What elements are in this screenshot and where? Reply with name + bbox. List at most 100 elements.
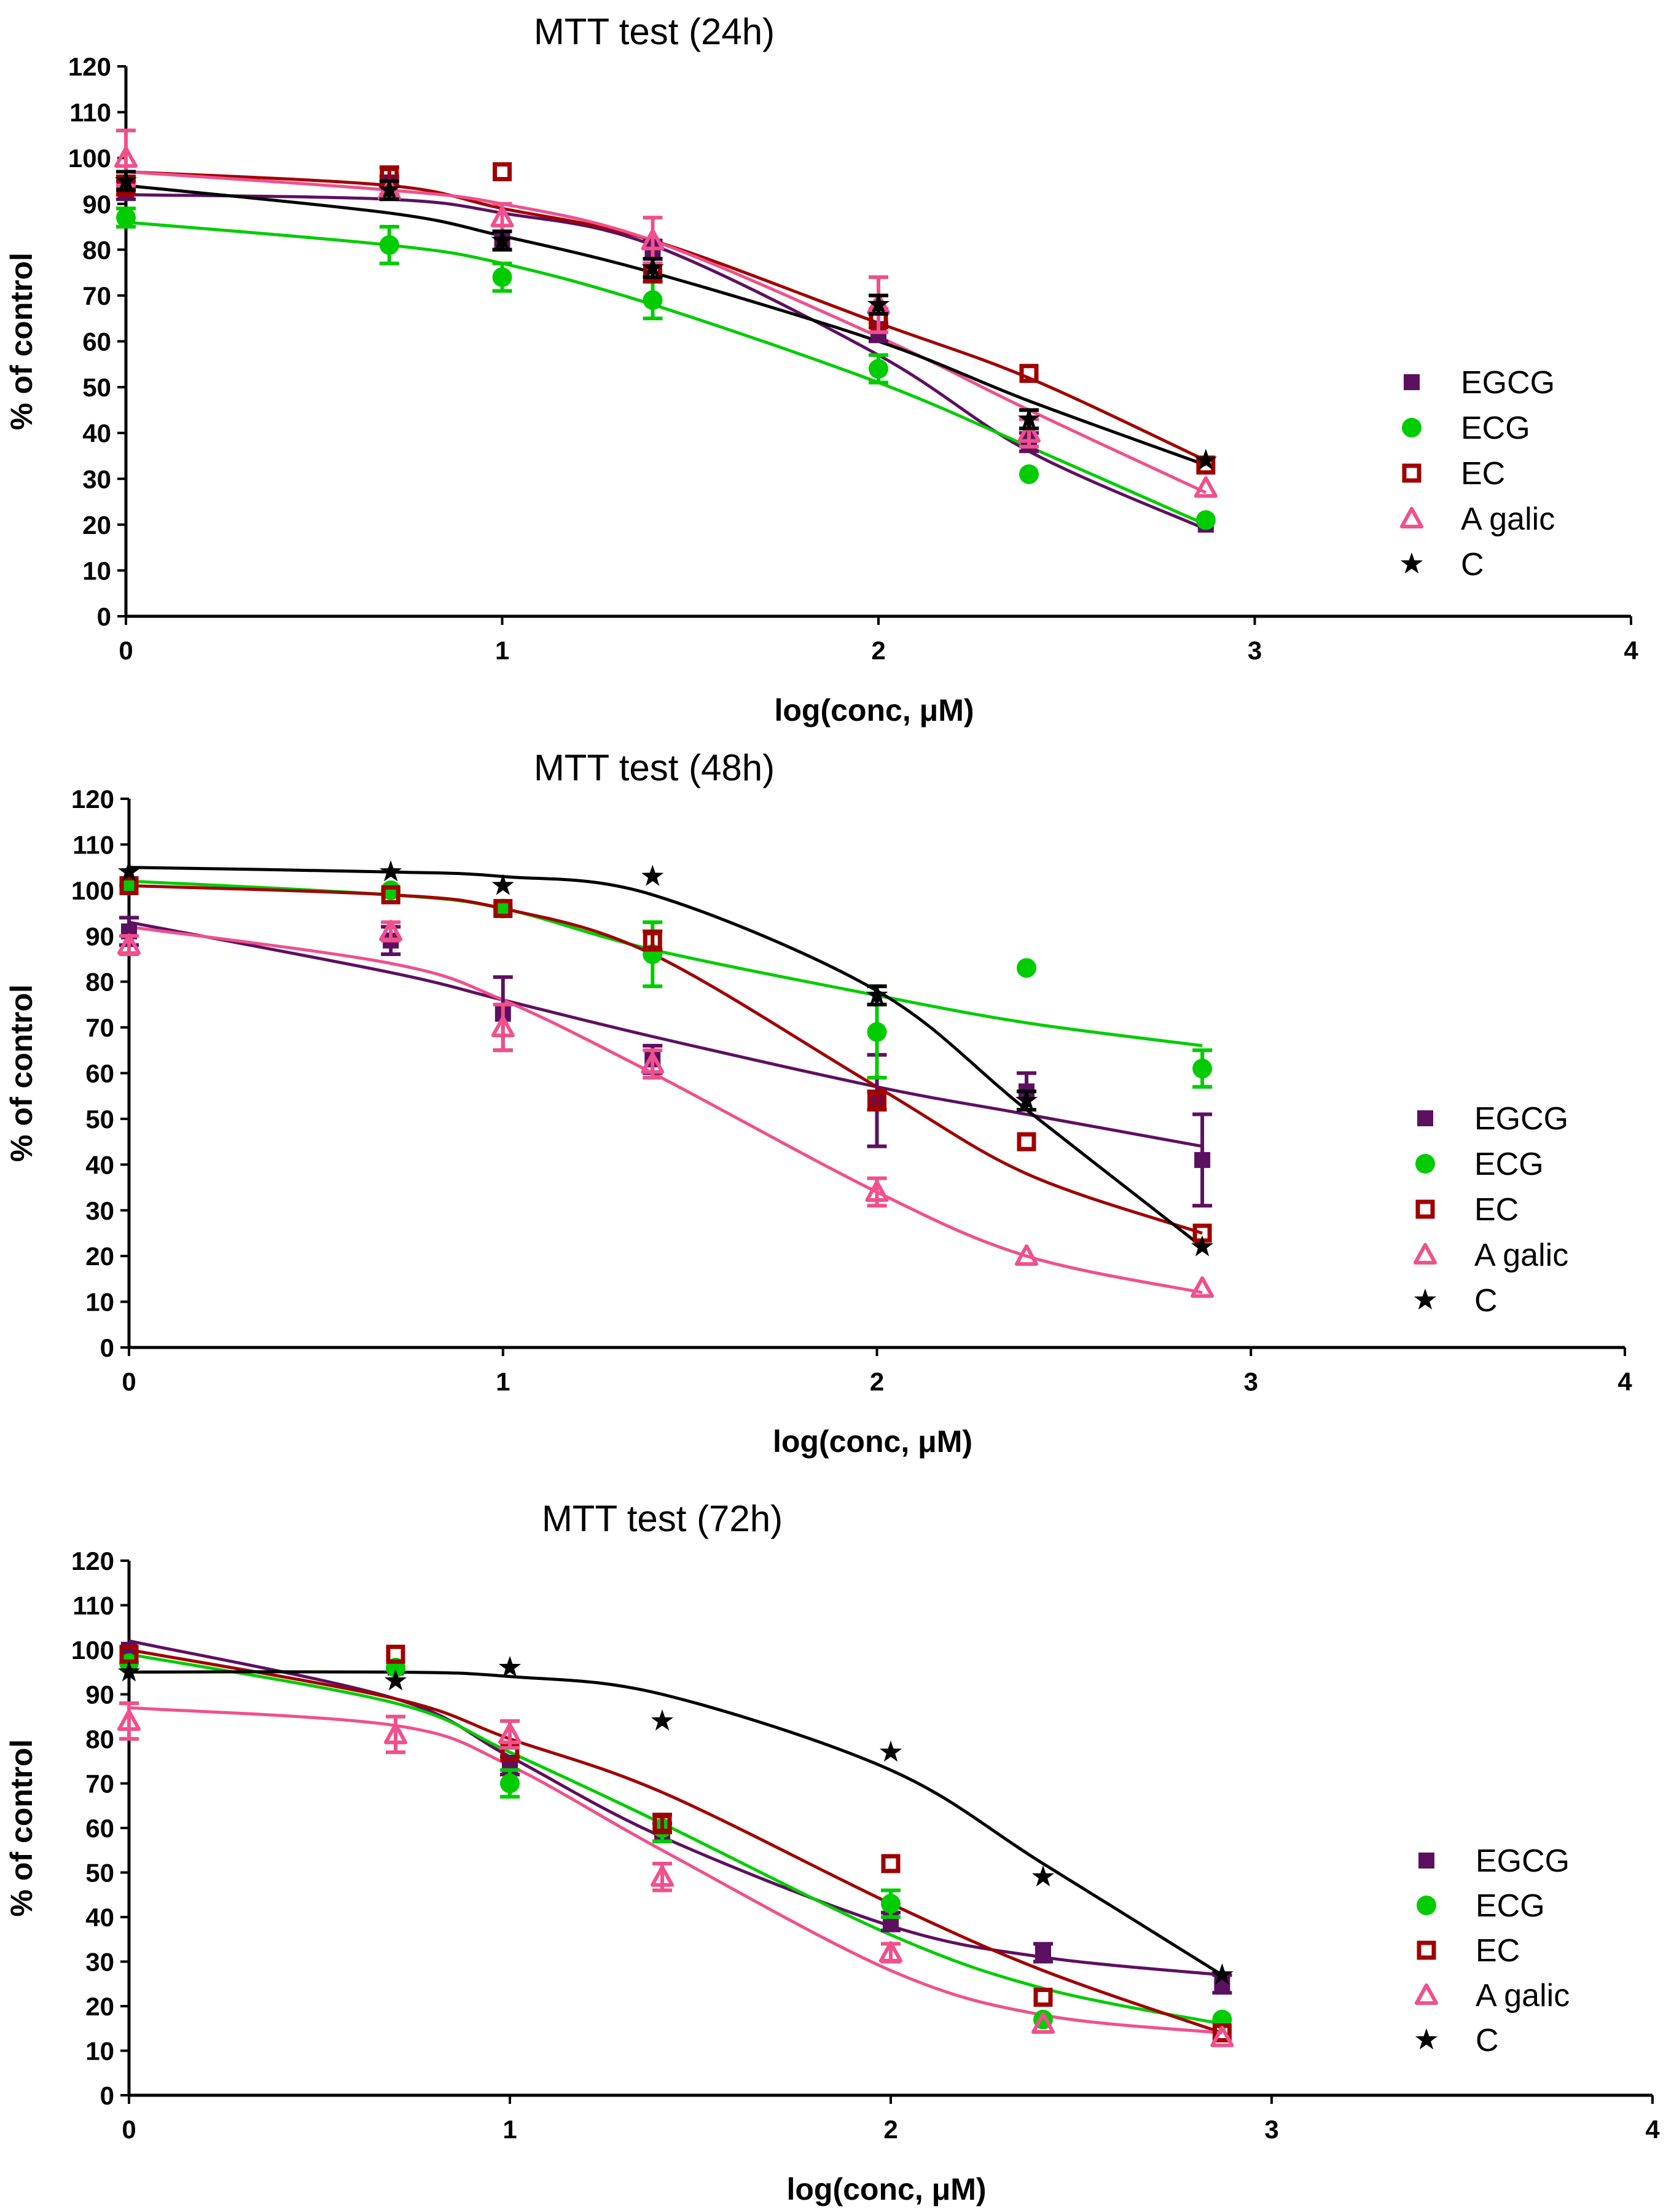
data-point-a-galic	[879, 1941, 902, 1963]
y-tick-label: 110	[69, 98, 111, 127]
chart-panel-3: MTT test (72h)01020304050607080901001101…	[4, 1498, 1660, 2206]
y-tick-label: 60	[85, 1059, 114, 1088]
y-tick-label: 30	[82, 465, 111, 493]
data-point-ec	[381, 885, 401, 904]
data-point-a-galic	[491, 1016, 515, 1038]
data-point-a-galic	[1031, 2012, 1055, 2034]
fit-curve-a-galic	[128, 1706, 1222, 2034]
data-point-c	[867, 292, 890, 315]
data-point-c	[866, 984, 888, 1005]
y-tick-label: 110	[72, 830, 114, 859]
y-tick-label: 120	[68, 52, 111, 81]
data-point-ecg	[1192, 1059, 1213, 1079]
x-tick-label: 4	[1645, 2115, 1660, 2144]
y-tick-label: 20	[85, 1242, 114, 1271]
data-point-ec	[493, 162, 512, 182]
data-point-ec	[386, 1644, 405, 1664]
y-tick-label: 40	[85, 1150, 114, 1179]
y-axis-label: % of control	[4, 253, 39, 430]
data-point-c	[384, 1669, 407, 1691]
data-point-c	[491, 229, 514, 250]
data-point-ec	[1017, 1132, 1036, 1151]
data-point-a-galic	[490, 206, 514, 228]
fit-curve-c	[125, 184, 1207, 467]
data-point-egcg	[1194, 1151, 1211, 1168]
legend-label-ec: EC	[1461, 456, 1505, 492]
data-point-c	[498, 1656, 522, 1677]
fit-curve-ecg	[128, 1652, 1222, 2026]
data-point-ec	[1212, 2023, 1232, 2042]
data-point-c	[491, 874, 514, 895]
legend-label-a-galic: A galic	[1461, 501, 1555, 537]
x-axis-label: log(conc, μM)	[787, 2172, 987, 2206]
y-tick-label: 50	[82, 373, 111, 402]
fit-curve-egcg	[128, 1639, 1222, 1977]
data-point-a-galic	[117, 933, 141, 955]
data-point-a-galic	[641, 1052, 665, 1074]
data-point-a-galic	[1015, 1244, 1038, 1266]
y-tick-label: 10	[85, 1288, 114, 1317]
y-tick-label: 120	[71, 1547, 114, 1575]
data-point-ecg	[643, 290, 663, 310]
fit-curve-a-galic	[128, 925, 1203, 1295]
x-tick-label: 0	[119, 636, 133, 665]
chart-title: MTT test (48h)	[534, 747, 775, 788]
y-tick-label: 30	[85, 1948, 114, 1977]
y-tick-label: 0	[97, 602, 111, 631]
y-tick-label: 110	[72, 1591, 114, 1620]
fit-curve-ecg	[128, 879, 1203, 1048]
legend-label-egcg: EGCG	[1476, 1843, 1570, 1879]
y-tick-label: 80	[82, 235, 111, 264]
legend-label-c: C	[1461, 547, 1484, 582]
legend-label-a-galic: A galic	[1474, 1237, 1568, 1273]
legend-label-ec: EC	[1474, 1192, 1519, 1228]
data-point-ecg	[1019, 464, 1039, 484]
data-point-a-galic	[865, 1180, 889, 1202]
fit-curve-ecg	[125, 221, 1207, 527]
data-point-a-galic	[641, 229, 665, 251]
y-tick-label: 60	[85, 1814, 114, 1843]
data-point-c	[114, 169, 138, 190]
data-point-ec	[652, 1814, 672, 1834]
x-tick-label: 3	[1244, 1367, 1258, 1396]
legend-label-ecg: ECG	[1474, 1147, 1544, 1182]
y-tick-label: 50	[85, 1105, 114, 1134]
data-point-c	[1194, 449, 1217, 470]
y-tick-label: 90	[85, 1681, 114, 1709]
y-tick-label: 50	[85, 1859, 114, 1888]
data-point-c	[117, 1660, 141, 1682]
chart-panel-2: MTT test (48h)01020304050607080901001101…	[4, 747, 1632, 1459]
data-point-a-galic	[1017, 421, 1041, 443]
legend-marker-ecg	[1402, 418, 1422, 437]
legend-label-ecg: ECG	[1476, 1888, 1545, 1924]
y-tick-label: 100	[71, 876, 114, 905]
legend-marker-ec	[1415, 1199, 1435, 1219]
legend-label-ec: EC	[1476, 1933, 1520, 1969]
data-point-ecg	[492, 267, 512, 288]
data-point-c	[117, 860, 141, 882]
data-point-a-galic	[379, 919, 403, 941]
data-point-ecg	[116, 208, 136, 228]
data-point-c	[378, 178, 401, 200]
x-axis-label: log(conc, μM)	[775, 693, 974, 728]
data-point-ec	[867, 1091, 886, 1110]
legend-marker-c	[1400, 552, 1423, 574]
y-tick-label: 70	[82, 281, 111, 310]
x-axis-label: log(conc, μM)	[773, 1424, 972, 1459]
data-point-c	[1211, 1963, 1234, 1985]
legend-marker-ec	[1402, 463, 1422, 483]
data-point-ecg	[379, 235, 399, 255]
legend-marker-egcg	[1404, 374, 1420, 390]
legend-label-egcg: EGCG	[1461, 365, 1555, 401]
fit-curve-ec	[128, 1648, 1223, 2034]
data-point-ec	[643, 931, 662, 951]
y-tick-label: 20	[85, 1992, 114, 2021]
y-tick-label: 40	[85, 1903, 114, 1932]
fit-curve-a-galic	[125, 170, 1207, 494]
data-point-ec	[881, 1854, 901, 1873]
data-point-ecg	[1195, 510, 1216, 530]
x-tick-label: 2	[870, 1367, 884, 1396]
y-tick-label: 80	[85, 968, 114, 997]
